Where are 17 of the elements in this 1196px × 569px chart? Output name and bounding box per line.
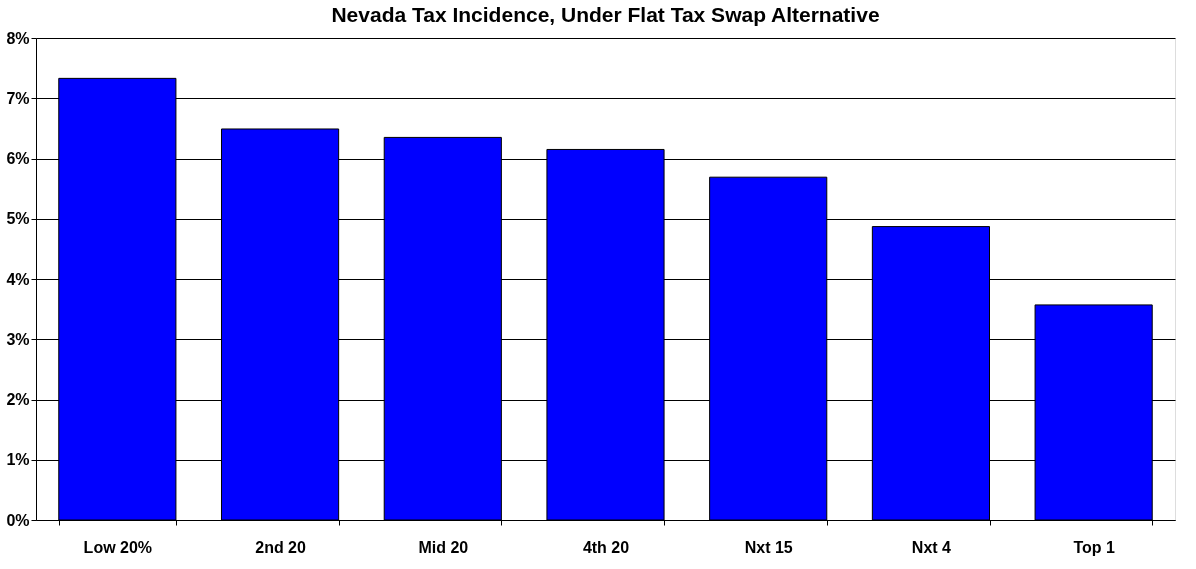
y-tick-label: 3%: [6, 330, 30, 348]
y-tick-label: 2%: [6, 391, 30, 408]
x-tick-label: 2nd 20: [255, 538, 307, 556]
y-tick-label: 5%: [6, 210, 30, 228]
y-tick-label: 1%: [6, 451, 30, 469]
y-tick-label: 8%: [6, 29, 30, 47]
y-tick-label: 0%: [6, 511, 30, 529]
x-tick-label: Nxt 4: [911, 538, 952, 556]
x-tick-label: Top 1: [1073, 538, 1115, 556]
y-tick-label: 6%: [6, 150, 30, 167]
x-tick-label: 4th 20: [582, 538, 630, 556]
chart-title: Nevada Tax Incidence, Under Flat Tax Swap Alternative: [331, 3, 880, 26]
x-tick-label: Low 20%: [83, 538, 153, 556]
y-tick-label: 7%: [6, 89, 30, 107]
x-tick-label: Nxt 15: [744, 538, 793, 556]
y-tick-label: 4%: [6, 270, 30, 288]
x-tick-label: Mid 20: [418, 538, 469, 556]
